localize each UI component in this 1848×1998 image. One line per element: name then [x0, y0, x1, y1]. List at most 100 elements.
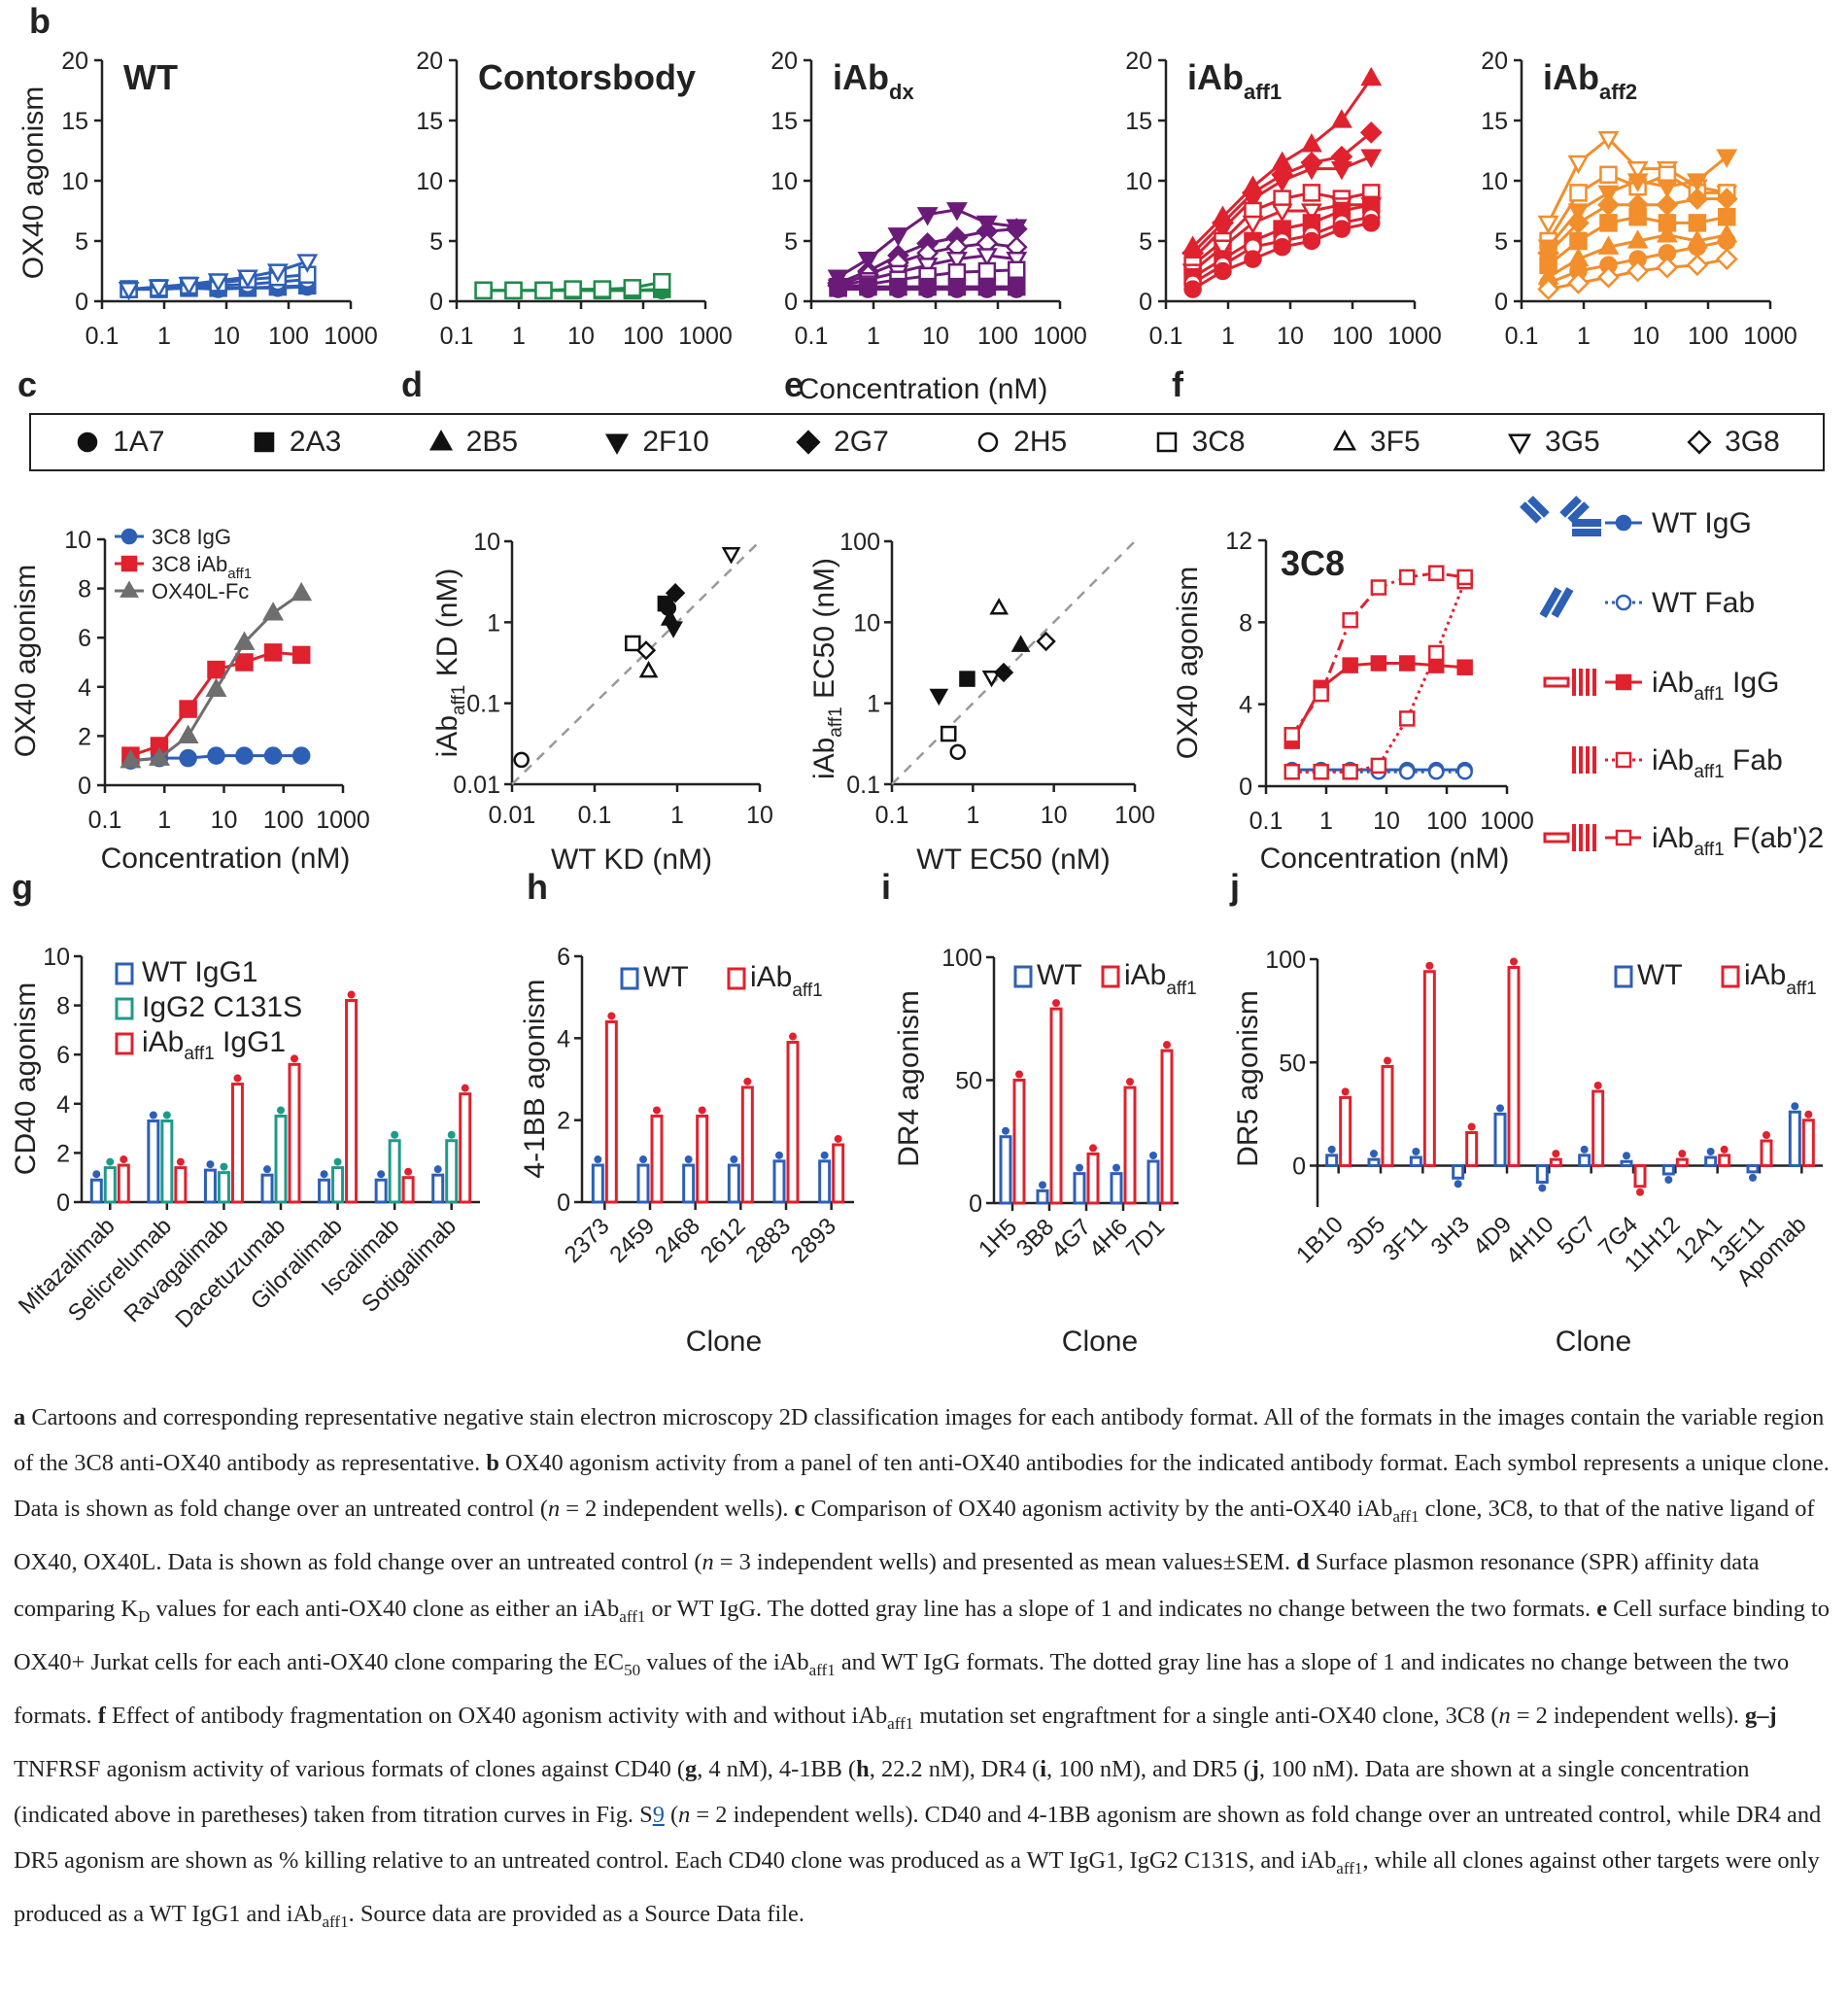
replicate-dot — [743, 1077, 752, 1085]
cartoon-hinge — [1543, 676, 1570, 688]
data-point-3C8 — [1302, 184, 1321, 202]
clone-legend-item: 2G7 — [795, 426, 889, 459]
data-point-2F10 — [1271, 173, 1293, 192]
legend-label: WT IgG — [1652, 507, 1752, 539]
bar-iAbaff1 — [832, 1143, 845, 1204]
panel-b-chart-1: 0 5 10 15 20 0.1 1 10 100 1000 WT — [61, 48, 378, 350]
clone-legend-item: 2A3 — [251, 426, 341, 459]
data-point-1A7 — [1332, 220, 1352, 238]
data-point — [1456, 568, 1473, 586]
x-tick-label: 100 — [623, 323, 664, 350]
bar-iAbaff1 IgG1 — [345, 999, 359, 1204]
x-tick-label: 100 — [1114, 802, 1155, 829]
data-point-2A3 — [1718, 207, 1736, 226]
data-point-1A7 — [1362, 214, 1381, 232]
replicate-dot — [1089, 1144, 1097, 1153]
replicate-dot — [834, 1134, 842, 1143]
panel-j-x-axis-label: Clone — [1556, 1326, 1631, 1358]
legend-label: WT — [643, 961, 689, 993]
clone-legend-label: 2F10 — [642, 426, 709, 458]
replicate-dot — [447, 1130, 456, 1139]
caption-text: a Cartoons and corresponding representat… — [14, 1404, 1830, 1932]
bar-iAbaff1 — [1123, 1085, 1137, 1205]
data-point-2G7 — [993, 662, 1014, 683]
y-tick-label: 4 — [78, 674, 91, 702]
y-tick-label: 6 — [78, 625, 91, 652]
cartoon-arm — [1551, 587, 1574, 618]
data-point-2B5 — [1300, 133, 1322, 153]
antibody-cartoon-icon — [1539, 587, 1574, 618]
bar-iAbaff1 — [1049, 1007, 1063, 1205]
data-point-1A7 — [1244, 250, 1262, 268]
legend-marker — [1615, 514, 1632, 532]
data-point — [1342, 763, 1358, 780]
data-point-2F10 — [664, 621, 683, 638]
data-point-gray — [177, 724, 199, 744]
y-tick-label: 15 — [770, 108, 798, 135]
y-tick-label: 5 — [1494, 228, 1508, 256]
panel-c-y-axis-label: OX40 agonism — [10, 565, 42, 757]
replicate-dot — [291, 1054, 298, 1063]
data-point-3F5 — [638, 660, 659, 678]
data-point — [1283, 763, 1300, 780]
marker-shape — [1687, 430, 1712, 455]
cartoon-arm — [1567, 501, 1590, 524]
y-tick-label: 10 — [64, 527, 91, 554]
panel-j-y-axis-label: DR5 agonism — [1232, 990, 1264, 1167]
y-tick-label: 0 — [1292, 1154, 1306, 1181]
replicate-dot — [206, 1160, 215, 1169]
replicate-dot — [377, 1170, 386, 1179]
replicate-dot — [333, 1157, 342, 1166]
data-point — [1456, 763, 1473, 780]
replicate-dot — [653, 1106, 661, 1115]
legend-marker — [1615, 751, 1632, 769]
replicate-dot — [176, 1157, 185, 1166]
y-tick-label: 10 — [770, 168, 798, 195]
y-tick-label: 20 — [1481, 48, 1508, 75]
replicate-dot — [1791, 1102, 1799, 1111]
replicate-dot — [1636, 1188, 1644, 1196]
data-point-red — [235, 653, 254, 672]
data-point-2A3 — [859, 277, 877, 296]
clone-legend-item: 3F5 — [1331, 426, 1420, 459]
bar-WT — [636, 1163, 650, 1204]
data-point-2A3 — [889, 277, 907, 296]
bar-iAbaff1 — [1507, 966, 1521, 1167]
bar-IgG2 C131S — [331, 1166, 345, 1204]
x-tick-label: 10 — [1373, 808, 1400, 835]
clone-legend-item: 1A7 — [74, 426, 165, 459]
figure-s9-link[interactable]: 9 — [652, 1802, 665, 1829]
bar-WT — [1746, 1164, 1760, 1174]
data-point-2B5 — [1656, 224, 1678, 243]
data-point-2F10 — [1212, 221, 1234, 241]
y-tick-label: 5 — [75, 228, 88, 256]
panel-b-chart-5: 0 5 10 15 20 0.1 1 10 100 1000 iAbaff2 — [1481, 48, 1797, 350]
bar-WT — [1409, 1155, 1422, 1167]
category-label: 3B8 — [1011, 1214, 1059, 1261]
data-point-2H5 — [513, 751, 530, 769]
data-point-3C8 — [564, 280, 582, 298]
panel-c-chart: 0 2 4 6 8 10 0.1 1 10 100 1000 3C8 IgG 3C8 iAbaff1OX… — [64, 525, 370, 834]
data-point-1A7 — [1214, 261, 1232, 281]
diamond-open-icon — [1687, 430, 1712, 455]
clone-legend-item: 2F10 — [603, 426, 709, 459]
bar-iAbaff1 — [1633, 1164, 1647, 1188]
data-point-3C8 — [623, 279, 642, 297]
data-point — [1283, 727, 1300, 743]
panel-i-y-axis-label: DR4 agonism — [893, 990, 925, 1167]
y-tick-label: 0 — [1494, 289, 1508, 316]
data-point-3G5 — [266, 263, 289, 283]
data-point-gray — [233, 631, 256, 650]
x-tick-label: 10 — [211, 807, 238, 834]
panel-g-y-axis-label: CD40 agonism — [10, 982, 42, 1175]
y-tick-label: 0 — [429, 289, 443, 316]
x-tick-label: 0.1 — [1505, 323, 1539, 350]
data-point-3G8 — [1686, 254, 1709, 277]
x-tick-label: 100 — [263, 807, 304, 834]
replicate-dot — [1538, 1184, 1547, 1192]
data-point-blue — [263, 746, 283, 765]
category-label: 1B10 — [1291, 1212, 1349, 1269]
y-tick-label: 4 — [56, 1091, 70, 1119]
bar-iAbaff1 — [1012, 1079, 1026, 1205]
bar-WT IgG1 — [318, 1178, 331, 1204]
